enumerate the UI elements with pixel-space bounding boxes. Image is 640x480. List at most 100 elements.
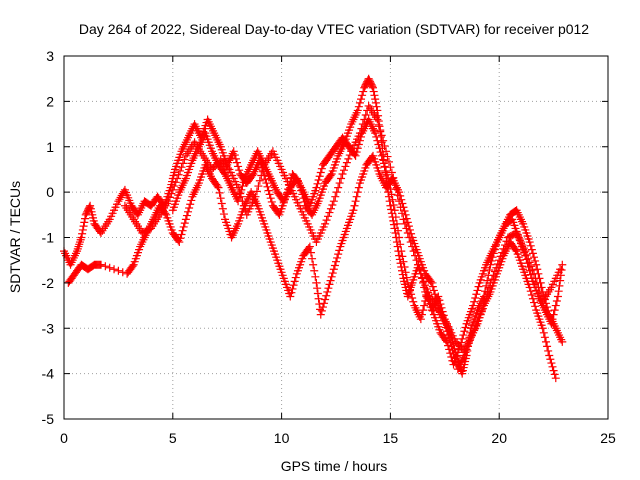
data-point (335, 179, 344, 188)
data-point (317, 164, 326, 173)
data-point (355, 136, 364, 145)
data-point (267, 197, 276, 206)
data-point (457, 338, 466, 347)
data-point (376, 148, 385, 157)
data-point (181, 215, 190, 224)
data-point (407, 290, 416, 299)
data-point (371, 98, 380, 107)
data-point (461, 323, 470, 332)
data-point (313, 179, 322, 188)
data-point (394, 226, 403, 235)
data-point (528, 249, 537, 258)
data-point (219, 210, 228, 219)
data-point (427, 278, 436, 287)
axis-ticks: 0 5 10 15 20 25 -5 -4 -3 -2 -1 0 1 2 3 (42, 48, 616, 446)
data-point (379, 159, 388, 168)
data-point (333, 253, 342, 262)
data-point (371, 95, 380, 104)
data-point (399, 215, 408, 224)
data-point (373, 115, 382, 124)
chart-title: Day 264 of 2022, Sidereal Day-to-day VTE… (79, 21, 589, 37)
data-point (499, 244, 508, 253)
data-point (521, 251, 530, 260)
data-point (388, 195, 397, 204)
data-point (390, 179, 399, 188)
data-point (398, 252, 407, 261)
data-point (387, 168, 396, 177)
data-point (286, 292, 295, 301)
data-point (444, 341, 453, 350)
data-point (396, 240, 405, 249)
data-point (389, 173, 398, 182)
data-point (395, 197, 404, 206)
data-point (496, 252, 505, 261)
data-point (502, 237, 511, 246)
data-point (428, 306, 437, 315)
data-point (372, 102, 381, 111)
data-point (400, 262, 409, 271)
data-point (177, 163, 186, 172)
data-point (184, 207, 193, 216)
series-track-d (168, 115, 567, 369)
data-point (556, 276, 565, 285)
data-point (213, 182, 222, 191)
data-point (549, 310, 558, 319)
data-markers (60, 74, 567, 383)
x-tick-label: 25 (600, 430, 616, 446)
data-point (326, 171, 335, 180)
data-point (459, 331, 468, 340)
data-point (387, 205, 396, 214)
data-point (289, 281, 298, 290)
data-point (304, 244, 313, 253)
data-point (168, 185, 177, 194)
data-point (170, 182, 179, 191)
data-point (487, 275, 496, 284)
data-point (216, 194, 225, 203)
data-point (359, 87, 368, 96)
data-point (428, 282, 437, 291)
data-point (553, 292, 562, 301)
data-point (526, 270, 535, 279)
data-point (431, 290, 440, 299)
data-point (413, 260, 422, 269)
data-point (230, 151, 239, 160)
data-point (239, 201, 248, 210)
data-point (480, 297, 489, 306)
data-point (470, 325, 479, 334)
data-point (174, 170, 183, 179)
data-point (549, 366, 558, 375)
y-tick-label: -1 (42, 230, 55, 246)
data-point (427, 303, 436, 312)
data-point (421, 281, 430, 290)
data-point (541, 337, 550, 346)
data-point (397, 247, 406, 256)
data-point (547, 319, 556, 328)
x-tick-label: 20 (491, 430, 507, 446)
data-point (265, 190, 274, 199)
data-point (312, 183, 321, 192)
data-point (393, 191, 402, 200)
data-point (255, 176, 264, 185)
data-point (391, 213, 400, 222)
data-point (522, 255, 531, 264)
data-point (342, 158, 351, 167)
data-point (400, 219, 409, 228)
data-point (324, 212, 333, 221)
data-point (96, 260, 105, 269)
data-point (217, 199, 226, 208)
data-point (321, 219, 330, 228)
data-point (334, 183, 343, 192)
data-point (315, 172, 324, 181)
y-tick-label: 2 (46, 93, 54, 109)
data-point (321, 295, 330, 304)
data-point (368, 83, 377, 92)
data-point (485, 266, 494, 275)
data-point (77, 233, 86, 242)
data-point (380, 141, 389, 150)
data-point (538, 324, 547, 333)
data-point (236, 189, 245, 198)
data-point (533, 265, 542, 274)
data-point (471, 294, 480, 302)
data-point (180, 219, 189, 228)
y-tick-label: -5 (42, 411, 55, 427)
